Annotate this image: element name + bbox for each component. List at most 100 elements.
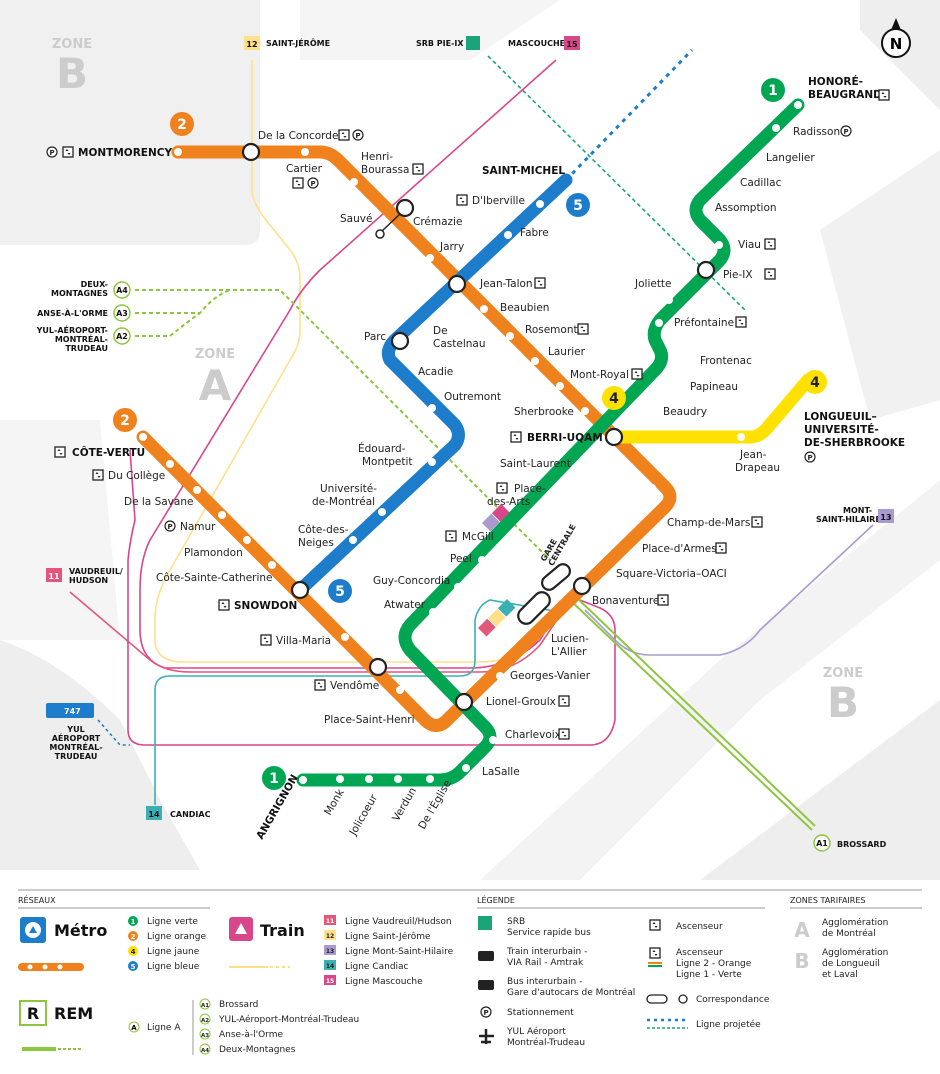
zone-labels: ZONE B ZONE A ZONE B xyxy=(52,37,863,727)
svg-text:A: A xyxy=(131,1024,137,1032)
svg-text:Deux-Montagnes: Deux-Montagnes xyxy=(219,1045,296,1055)
train-legend-icon xyxy=(478,951,494,961)
st-savane: De la Savane xyxy=(124,496,193,508)
rem-a2 xyxy=(135,312,201,337)
st-fabre: Fabre xyxy=(520,227,549,239)
transfer-stations xyxy=(241,142,716,712)
st-mcgill: McGill xyxy=(462,531,494,543)
st-beaudry: Beaudry xyxy=(663,406,707,418)
st-plamondon: Plamondon xyxy=(184,547,243,559)
term-snowdon: SNOWDON xyxy=(234,600,297,612)
transfer-bonav xyxy=(572,576,592,596)
svg-text:Train interurbain -VIA Rail -: Train interurbain -VIA Rail - Amtrak xyxy=(506,947,587,968)
stjerome-label: SAINT-JÉRÔME xyxy=(266,37,330,48)
st-cremazie: Crémazie xyxy=(413,216,462,228)
train-line-vaudreuil-west xyxy=(127,449,616,746)
svg-text:Anse-à-l'Orme: Anse-à-l'Orme xyxy=(219,1030,283,1040)
st-pda: Place-des-Arts xyxy=(487,483,546,508)
zone-a: ZONE xyxy=(195,347,235,362)
svg-text:14: 14 xyxy=(148,810,160,819)
st-em: Édouard-Montpetit xyxy=(358,442,413,468)
metro-lines xyxy=(136,98,815,787)
st-jolicoeur: Jolicoeur xyxy=(347,792,381,838)
st-lionel: Lionel-Groulx xyxy=(486,696,556,708)
badge-green-1: 1 xyxy=(761,78,785,102)
st-csc: Côte-Sainte-Catherine xyxy=(156,572,273,584)
svg-text:Stationnement: Stationnement xyxy=(507,1008,574,1018)
transfer-snowdon xyxy=(290,580,310,600)
badge-green-1b: 1 xyxy=(262,766,286,790)
st-sherbrooke: Sherbrooke xyxy=(514,406,574,418)
st-gv: Georges-Vanier xyxy=(510,670,591,682)
svg-text:Ligne Mont-Saint-Hilaire: Ligne Mont-Saint-Hilaire xyxy=(345,947,454,957)
green-line xyxy=(296,98,805,787)
svg-text:R: R xyxy=(27,1004,39,1023)
rem-main-2 xyxy=(574,595,816,827)
svg-text:YUL-AÉROPORT-MONTRÉAL-TRUDEAU: YUL-AÉROPORT-MONTRÉAL-TRUDEAU xyxy=(36,324,108,353)
svg-text:2: 2 xyxy=(120,413,130,429)
st-viau: Viau xyxy=(738,239,761,251)
transfer-parc xyxy=(390,331,410,351)
svg-text:A1: A1 xyxy=(201,1003,209,1009)
candiac-label: CANDIAC xyxy=(170,810,211,819)
rem-a4 xyxy=(135,289,551,561)
svg-text:11: 11 xyxy=(48,572,60,581)
svg-text:Ligne A: Ligne A xyxy=(147,1023,181,1033)
term-honore: HONORÉ-BEAUGRAND xyxy=(808,75,882,101)
yellow-line xyxy=(607,373,815,444)
svg-text:1: 1 xyxy=(269,771,279,787)
svg-text:RÉSEAUX: RÉSEAUX xyxy=(18,894,56,905)
bus-legend-icon xyxy=(478,980,494,990)
svg-text:Ligne verte: Ligne verte xyxy=(147,917,198,927)
svg-text:A1: A1 xyxy=(816,839,828,848)
svg-text:4: 4 xyxy=(810,375,820,391)
mascouche-label: MASCOUCHE xyxy=(508,39,565,48)
st-namur: Namur xyxy=(180,521,216,533)
badge-orange-2b: 2 xyxy=(113,408,137,432)
rem-lines xyxy=(135,289,816,831)
svg-text:1: 1 xyxy=(768,83,778,99)
badge-orange-2: 2 xyxy=(170,112,194,136)
mtsthilaire-label: MONT-SAINT-HILAIRE xyxy=(816,506,881,524)
svg-text:A: A xyxy=(794,918,810,942)
svg-text:Ligne Candiac: Ligne Candiac xyxy=(345,962,409,972)
st-jarry: Jarry xyxy=(439,241,464,253)
line-badges: 1 1 2 2 4 4 5 5 xyxy=(113,78,827,790)
st-assomption: Assomption xyxy=(715,202,777,214)
transfer-berri xyxy=(604,427,624,447)
svg-text:1: 1 xyxy=(131,918,136,926)
zone-b-top: ZONE xyxy=(52,37,92,52)
svg-text:Ascenseur: Ascenseur xyxy=(676,922,723,932)
st-sl: Saint-Laurent xyxy=(500,458,571,470)
badge-blue-5b: 5 xyxy=(328,579,352,603)
svg-text:14: 14 xyxy=(326,963,334,970)
st-beaubien: Beaubien xyxy=(500,302,549,314)
svg-text:A3: A3 xyxy=(201,1033,209,1039)
blue-line xyxy=(293,173,573,597)
st-bonav: Bonaventure xyxy=(592,595,659,607)
svg-text:4: 4 xyxy=(609,391,619,407)
svg-text:A2: A2 xyxy=(201,1018,209,1024)
svg-text:B: B xyxy=(794,949,809,973)
st-jt: Jean-Talon xyxy=(479,278,533,290)
st-acadie: Acadie xyxy=(418,366,453,378)
st-parc: Parc xyxy=(364,331,386,343)
svg-text:4: 4 xyxy=(131,948,136,956)
rem-logo-icon xyxy=(19,1000,47,1026)
svg-text:11: 11 xyxy=(326,918,334,925)
term-berri: BERRI-UQAM xyxy=(527,432,603,444)
legend-train: Train xyxy=(260,921,305,940)
svg-text:13: 13 xyxy=(326,948,334,955)
st-sauve: Sauvé xyxy=(340,213,372,225)
st-monk: Monk xyxy=(322,786,347,817)
st-peel: Peel xyxy=(450,553,472,565)
st-rosemont: Rosemont xyxy=(525,324,578,336)
svg-text:N: N xyxy=(890,35,903,53)
st-henri: Henri-Bourassa xyxy=(361,151,409,176)
st-svo: Square-Victoria–OACI xyxy=(616,568,727,580)
zone-b-right-letter: B xyxy=(827,678,859,727)
svg-text:DEUX-MONTAGNES: DEUX-MONTAGNES xyxy=(51,280,108,298)
st-lasalle: LaSalle xyxy=(482,766,520,778)
